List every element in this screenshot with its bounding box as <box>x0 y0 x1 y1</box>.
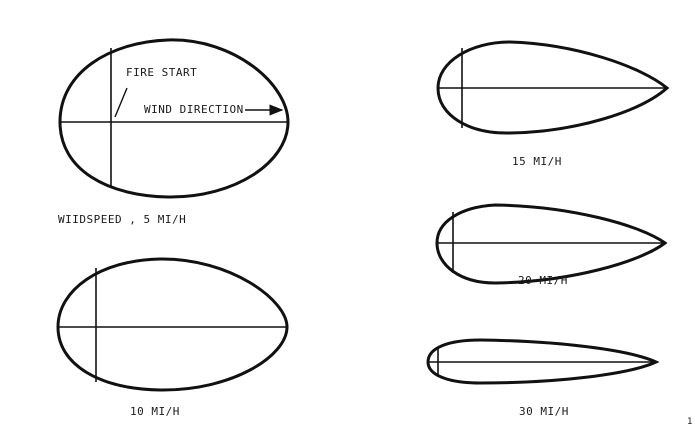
fire-start-pointer <box>114 87 128 118</box>
fire-start-label: FIRE START <box>126 66 198 79</box>
windspeed-5-caption: WIIDSPEED , 5 MI/H <box>58 213 187 226</box>
fire-shape-20-mph <box>435 203 668 285</box>
fire-shape-15-mph <box>436 40 670 135</box>
windspeed-15-caption: 15 MI/H <box>512 155 562 168</box>
windspeed-10-caption: 10 MI/H <box>130 405 180 418</box>
windspeed-30-caption: 30 MI/H <box>519 405 569 418</box>
wind-direction-label: WIND DIRECTION <box>144 103 244 116</box>
fire-shape-10-mph <box>56 257 289 392</box>
fire-shape-30-mph <box>426 338 660 385</box>
fire-shape-5-mph <box>58 38 290 199</box>
windspeed-20-caption: 20 MI/H <box>518 274 568 287</box>
page-mark: 1 <box>687 417 693 427</box>
